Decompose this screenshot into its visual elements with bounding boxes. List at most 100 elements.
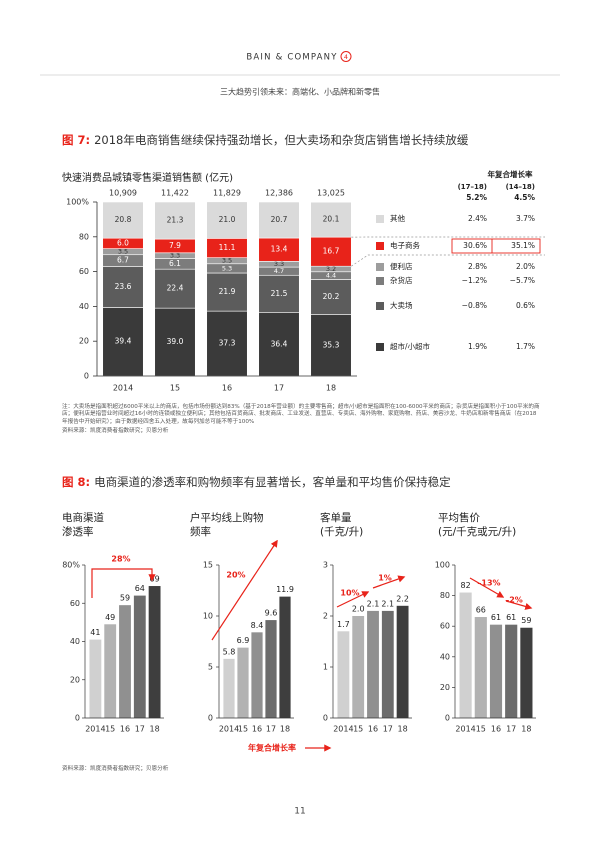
bar-segment	[206, 201, 248, 239]
value-label: 39.0	[167, 337, 184, 346]
value-label: 4.7	[274, 267, 284, 275]
x-tick-label: 2014	[333, 725, 353, 734]
value-label: 20.2	[323, 292, 340, 301]
cagr-value: −5.7%	[510, 276, 535, 285]
value-label: 4.4	[326, 272, 336, 280]
brand: BAIN & COMPANY	[246, 53, 337, 63]
value-label: 20.1	[323, 215, 340, 224]
growth-label: –2%	[505, 596, 523, 605]
x-tick-label: 17	[383, 725, 393, 734]
y-tick-label: 10	[203, 612, 213, 621]
cagr-value: 0.6%	[516, 301, 535, 310]
x-tick-label: 18	[280, 725, 290, 734]
x-tick-label: 17	[266, 725, 276, 734]
cagr-value: 1.7%	[516, 342, 535, 351]
value-label: 6.7	[117, 256, 129, 265]
x-tick-label: 16	[368, 725, 378, 734]
legend-label: 便利店	[390, 261, 413, 271]
x-tick-label: 2014	[85, 725, 105, 734]
figure-caption: 图 8: 电商渠道的渗透率和购物频率有显著增长，客单量和平均售价保持稳定	[62, 474, 451, 490]
panel-title: 平均售价	[438, 511, 480, 524]
value-label: 35.3	[323, 340, 340, 349]
value-label: 8.4	[251, 621, 264, 630]
value-label: 36.4	[271, 339, 288, 348]
value-label: 16.7	[323, 247, 340, 256]
x-tick-label: 2014	[219, 725, 239, 734]
value-label: 3.2	[326, 265, 336, 273]
panel-title: 频率	[190, 525, 211, 538]
bar	[89, 639, 102, 718]
cagr-value: 1.9%	[468, 342, 487, 351]
x-tick-label: 17	[135, 725, 145, 734]
value-label: 66	[476, 606, 486, 615]
bar	[474, 617, 487, 718]
value-label: 20.7	[271, 215, 288, 224]
cagr-total: 5.2%	[466, 193, 487, 202]
cagr-value: −1.2%	[462, 276, 487, 285]
x-tick-label: 2014	[113, 384, 133, 393]
cagr-title: 年复合增长率	[488, 169, 533, 179]
bar	[265, 620, 277, 718]
panel-title: 电商渠道	[62, 511, 104, 524]
y-tick-label: 5	[208, 663, 213, 672]
value-label: 37.3	[219, 339, 236, 348]
panel-title: (千克/升)	[320, 526, 363, 538]
bar-segment	[310, 236, 352, 267]
value-label: 1.7	[337, 620, 350, 629]
value-label: 5.8	[223, 647, 236, 656]
value-label: 2.1	[367, 599, 380, 608]
cagr-value: 2.0%	[516, 262, 535, 271]
growth-label: 1%	[378, 574, 392, 583]
y-tick-label: 1	[323, 663, 328, 672]
bar-segment	[310, 314, 352, 377]
bar	[237, 647, 249, 718]
y-tick-label: 3	[323, 561, 328, 570]
y-tick-label: 20	[79, 337, 89, 346]
y-tick-label: 0	[84, 372, 89, 381]
figure-text: 电商渠道的渗透率和购物频率有显著增长，客单量和平均售价保持稳定	[94, 475, 451, 489]
legend-swatch	[376, 277, 384, 285]
cagr-legend: 年复合增长率	[248, 743, 296, 753]
x-tick-label: 16	[491, 725, 501, 734]
value-label: 39.4	[115, 337, 132, 346]
value-label: 2.1	[381, 599, 394, 608]
value-label: 11.9	[276, 585, 294, 594]
x-tick-label: 17	[274, 384, 284, 393]
notes: 注：大卖场是指面积超过6000平米以上的商店，包括市场份额达到83%（基于201…	[62, 404, 540, 425]
y-tick-label: 40	[440, 652, 450, 661]
cagr-period: (17–18)	[458, 183, 487, 191]
figure-caption: 图 7: 2018年电商销售继续保持强劲增长，但大卖场和杂货店销售增长持续放缓	[62, 132, 468, 148]
bar-segment	[310, 279, 352, 315]
page-number: 11	[294, 807, 305, 817]
legend-swatch	[376, 215, 384, 223]
bar	[104, 624, 117, 718]
x-tick-label: 15	[353, 725, 363, 734]
source: 资料来源：凯度消费者指数研究；贝恩分析	[62, 428, 169, 434]
cagr-value: −0.8%	[462, 301, 487, 310]
growth-arrow	[505, 600, 533, 610]
y-tick-label: 0	[75, 714, 80, 723]
bar	[223, 658, 235, 718]
total-label: 13,025	[317, 189, 345, 198]
value-label: 3.3	[274, 260, 284, 268]
value-label: 5.3	[222, 264, 232, 272]
value-label: 2.0	[352, 605, 365, 614]
cagr-total: 4.5%	[514, 193, 535, 202]
value-label: 21.9	[219, 287, 236, 296]
value-label: 61	[491, 613, 501, 622]
bar	[489, 624, 503, 718]
legend-label: 超市/小超市	[390, 341, 431, 351]
bar-segment	[310, 201, 352, 238]
value-label: 3.5	[222, 257, 232, 265]
value-label: 21.3	[167, 216, 184, 225]
value-label: 22.4	[167, 284, 184, 293]
value-label: 61	[506, 613, 516, 622]
y-tick-label: 60	[440, 622, 450, 631]
value-label: 6.9	[237, 636, 250, 645]
total-label: 10,909	[109, 189, 137, 198]
legend-label: 杂货店	[390, 275, 413, 285]
value-label: 6.0	[117, 238, 129, 247]
value-label: 23.6	[115, 282, 132, 291]
